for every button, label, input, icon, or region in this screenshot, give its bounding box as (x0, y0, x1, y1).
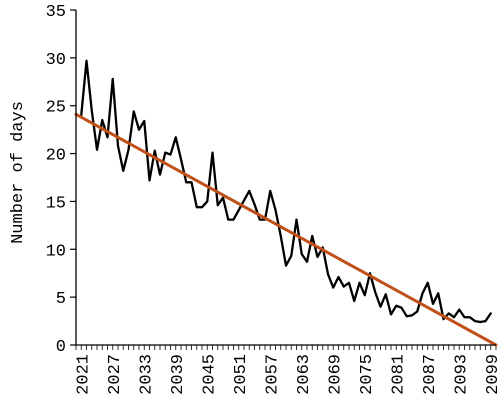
y-tick-label: 15 (46, 194, 66, 213)
x-tick-label: 2039 (169, 354, 188, 395)
y-tick-label: 0 (56, 338, 66, 357)
y-tick-label: 25 (46, 99, 66, 118)
x-tick-label: 2027 (106, 354, 125, 395)
y-tick-label: 35 (46, 3, 66, 22)
y-axis-ticks: 0 5 10 15 20 25 30 35 (46, 3, 76, 357)
y-axis-title: Number of days (9, 101, 28, 244)
x-tick-label: 2099 (484, 354, 500, 395)
x-tick-label: 2075 (358, 354, 377, 395)
x-tick-label: 2051 (232, 354, 251, 395)
x-tick-label: 2057 (263, 354, 282, 395)
x-tick-label: 2087 (421, 354, 440, 395)
x-tick-label: 2069 (326, 354, 345, 395)
x-tick-label: 2021 (74, 354, 93, 395)
x-axis-ticks: 2021 2027 2033 2039 2045 2051 2057 2063 2069 2075… (74, 345, 500, 395)
series-line (80, 59, 492, 324)
y-tick-label: 5 (56, 290, 66, 309)
x-tick-label: 2045 (200, 354, 219, 395)
x-tick-label: 2081 (389, 354, 408, 395)
y-tick-label: 20 (46, 147, 66, 166)
trend-line (74, 112, 498, 347)
x-tick-label: 2063 (295, 354, 314, 395)
x-tick-label: 2093 (452, 354, 471, 395)
y-tick-label: 30 (46, 51, 66, 70)
x-tick-label: 2033 (137, 354, 156, 395)
series-layer (74, 59, 498, 347)
y-tick-label: 10 (46, 242, 66, 261)
